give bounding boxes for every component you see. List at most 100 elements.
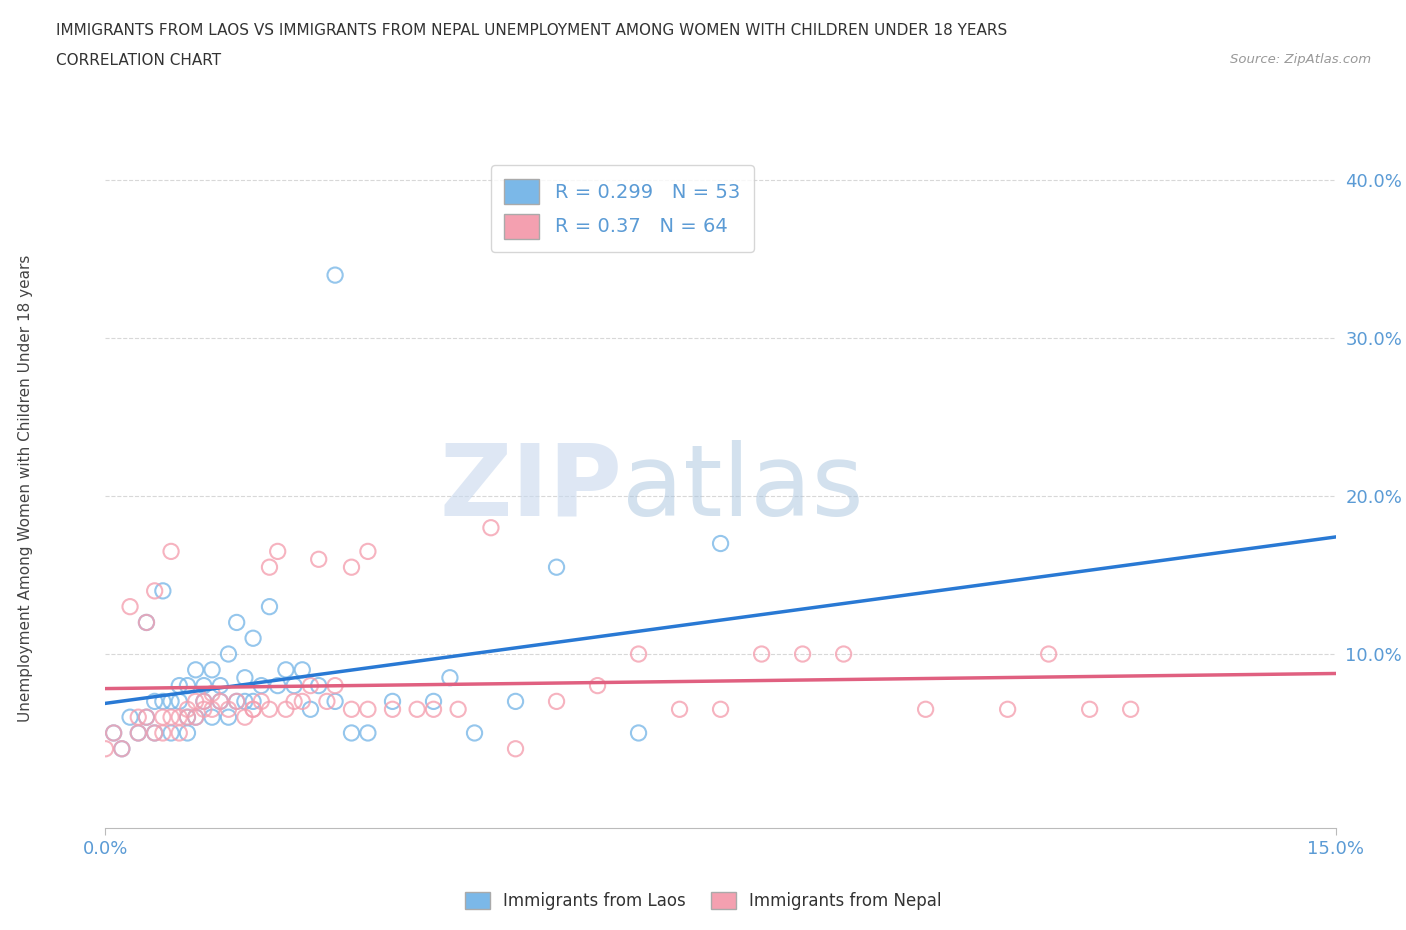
Point bbox=[160, 725, 183, 740]
Point bbox=[357, 544, 380, 559]
Point bbox=[357, 725, 380, 740]
Text: Source: ZipAtlas.com: Source: ZipAtlas.com bbox=[1230, 53, 1371, 66]
Point bbox=[143, 583, 166, 598]
Point bbox=[103, 725, 125, 740]
Point bbox=[316, 694, 339, 709]
Point bbox=[381, 702, 404, 717]
Point bbox=[250, 694, 273, 709]
Point bbox=[792, 646, 814, 661]
Text: ZIP: ZIP bbox=[439, 440, 621, 537]
Point bbox=[193, 702, 215, 717]
Point bbox=[308, 678, 330, 693]
Point bbox=[169, 694, 191, 709]
Legend: R = 0.299   N = 53, R = 0.37   N = 64: R = 0.299 N = 53, R = 0.37 N = 64 bbox=[491, 166, 754, 252]
Point bbox=[176, 725, 198, 740]
Point bbox=[505, 694, 527, 709]
Point bbox=[1119, 702, 1142, 717]
Point bbox=[111, 741, 134, 756]
Point bbox=[439, 671, 461, 685]
Point bbox=[127, 725, 149, 740]
Point bbox=[120, 599, 141, 614]
Point bbox=[283, 694, 305, 709]
Point bbox=[201, 710, 224, 724]
Point bbox=[127, 725, 149, 740]
Point bbox=[267, 678, 290, 693]
Point bbox=[176, 710, 198, 724]
Point bbox=[710, 702, 733, 717]
Point bbox=[193, 678, 215, 693]
Point bbox=[242, 702, 264, 717]
Text: Unemployment Among Women with Children Under 18 years: Unemployment Among Women with Children U… bbox=[18, 255, 32, 722]
Point bbox=[259, 702, 281, 717]
Point bbox=[111, 741, 134, 756]
Point bbox=[546, 560, 568, 575]
Point bbox=[267, 544, 290, 559]
Point bbox=[422, 702, 444, 717]
Text: CORRELATION CHART: CORRELATION CHART bbox=[56, 53, 221, 68]
Point bbox=[381, 694, 404, 709]
Point bbox=[169, 710, 191, 724]
Point bbox=[447, 702, 470, 717]
Point bbox=[283, 678, 305, 693]
Point bbox=[184, 710, 207, 724]
Point bbox=[176, 678, 198, 693]
Point bbox=[176, 702, 198, 717]
Point bbox=[233, 671, 256, 685]
Point bbox=[406, 702, 429, 717]
Text: IMMIGRANTS FROM LAOS VS IMMIGRANTS FROM NEPAL UNEMPLOYMENT AMONG WOMEN WITH CHIL: IMMIGRANTS FROM LAOS VS IMMIGRANTS FROM … bbox=[56, 23, 1008, 38]
Point bbox=[340, 560, 363, 575]
Legend: Immigrants from Laos, Immigrants from Nepal: Immigrants from Laos, Immigrants from Ne… bbox=[458, 885, 948, 917]
Point bbox=[323, 678, 346, 693]
Point bbox=[250, 678, 273, 693]
Point bbox=[193, 694, 215, 709]
Point bbox=[627, 725, 650, 740]
Point bbox=[710, 536, 733, 551]
Point bbox=[160, 710, 183, 724]
Point bbox=[184, 662, 207, 677]
Point bbox=[225, 694, 247, 709]
Point bbox=[209, 694, 232, 709]
Point bbox=[291, 694, 314, 709]
Point bbox=[914, 702, 936, 717]
Point bbox=[225, 615, 247, 630]
Point bbox=[259, 560, 281, 575]
Point bbox=[201, 702, 224, 717]
Point bbox=[340, 725, 363, 740]
Point bbox=[323, 268, 346, 283]
Point bbox=[184, 710, 207, 724]
Point bbox=[242, 631, 264, 645]
Point bbox=[225, 694, 247, 709]
Point bbox=[997, 702, 1019, 717]
Point bbox=[274, 662, 297, 677]
Point bbox=[176, 710, 198, 724]
Point bbox=[127, 710, 149, 724]
Point bbox=[627, 646, 650, 661]
Point bbox=[135, 710, 157, 724]
Point bbox=[103, 725, 125, 740]
Point bbox=[274, 702, 297, 717]
Point bbox=[218, 710, 240, 724]
Point bbox=[422, 694, 444, 709]
Point bbox=[357, 702, 380, 717]
Point bbox=[160, 694, 183, 709]
Point bbox=[135, 615, 157, 630]
Point bbox=[135, 615, 157, 630]
Point bbox=[143, 725, 166, 740]
Point bbox=[209, 678, 232, 693]
Point bbox=[94, 741, 117, 756]
Point bbox=[832, 646, 855, 661]
Point bbox=[308, 551, 330, 566]
Point bbox=[218, 702, 240, 717]
Point bbox=[242, 694, 264, 709]
Point bbox=[464, 725, 486, 740]
Point bbox=[201, 686, 224, 701]
Point bbox=[218, 646, 240, 661]
Point bbox=[242, 702, 264, 717]
Point bbox=[209, 694, 232, 709]
Point bbox=[143, 694, 166, 709]
Point bbox=[299, 678, 322, 693]
Point bbox=[1038, 646, 1060, 661]
Point bbox=[193, 694, 215, 709]
Point bbox=[160, 544, 183, 559]
Point bbox=[291, 662, 314, 677]
